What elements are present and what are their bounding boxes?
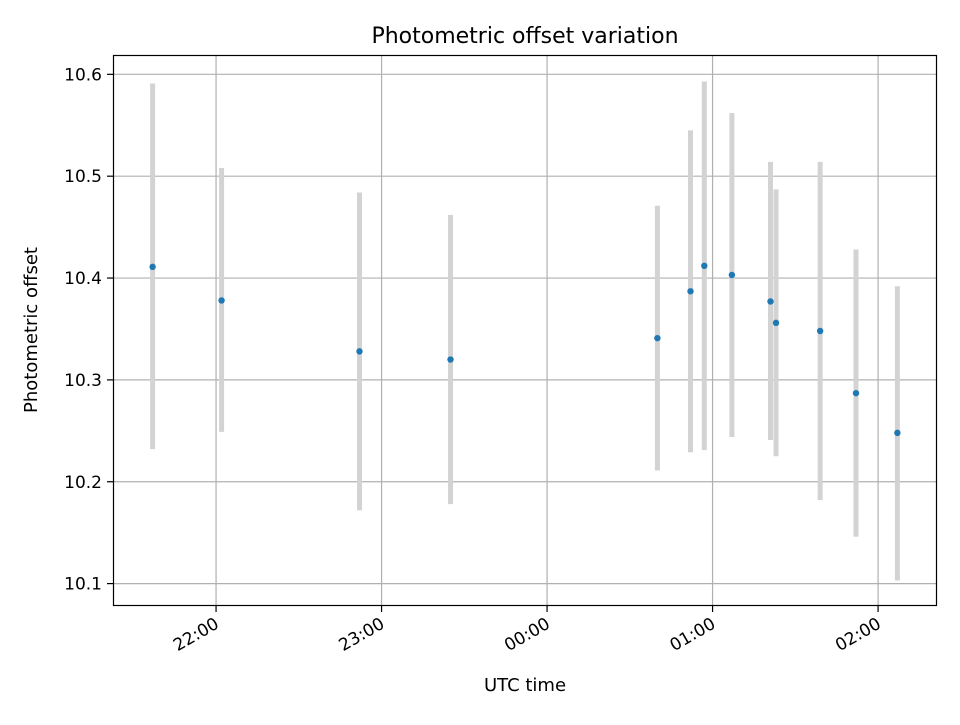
x-axis-label: UTC time [484,675,566,696]
y-tick-label: 10.4 [64,269,102,289]
y-axis-ticks: 10.1 10.2 10.3 10.4 10.5 10.6 [64,65,114,595]
data-point [816,327,824,335]
data-point [356,348,363,355]
data-point [767,298,774,305]
chart-title: Photometric offset variation [371,24,678,49]
data-point [447,356,454,363]
data-point [687,288,694,295]
y-tick-label: 10.5 [64,167,102,187]
plot-frame [112,54,938,607]
data-points [149,262,901,437]
data-point [218,297,225,304]
data-point [728,271,736,279]
data-point [852,389,860,397]
data-point [894,429,901,437]
y-tick-label: 10.3 [64,371,102,391]
y-tick-label: 10.1 [64,575,102,595]
data-point [149,263,156,271]
data-point [772,319,780,327]
y-tick-label: 10.6 [64,65,102,85]
data-point [701,262,708,270]
data-point [654,334,661,342]
y-axis-label: Photometric offset [21,247,42,413]
grid-lines [114,56,936,605]
y-tick-label: 10.2 [64,473,102,493]
